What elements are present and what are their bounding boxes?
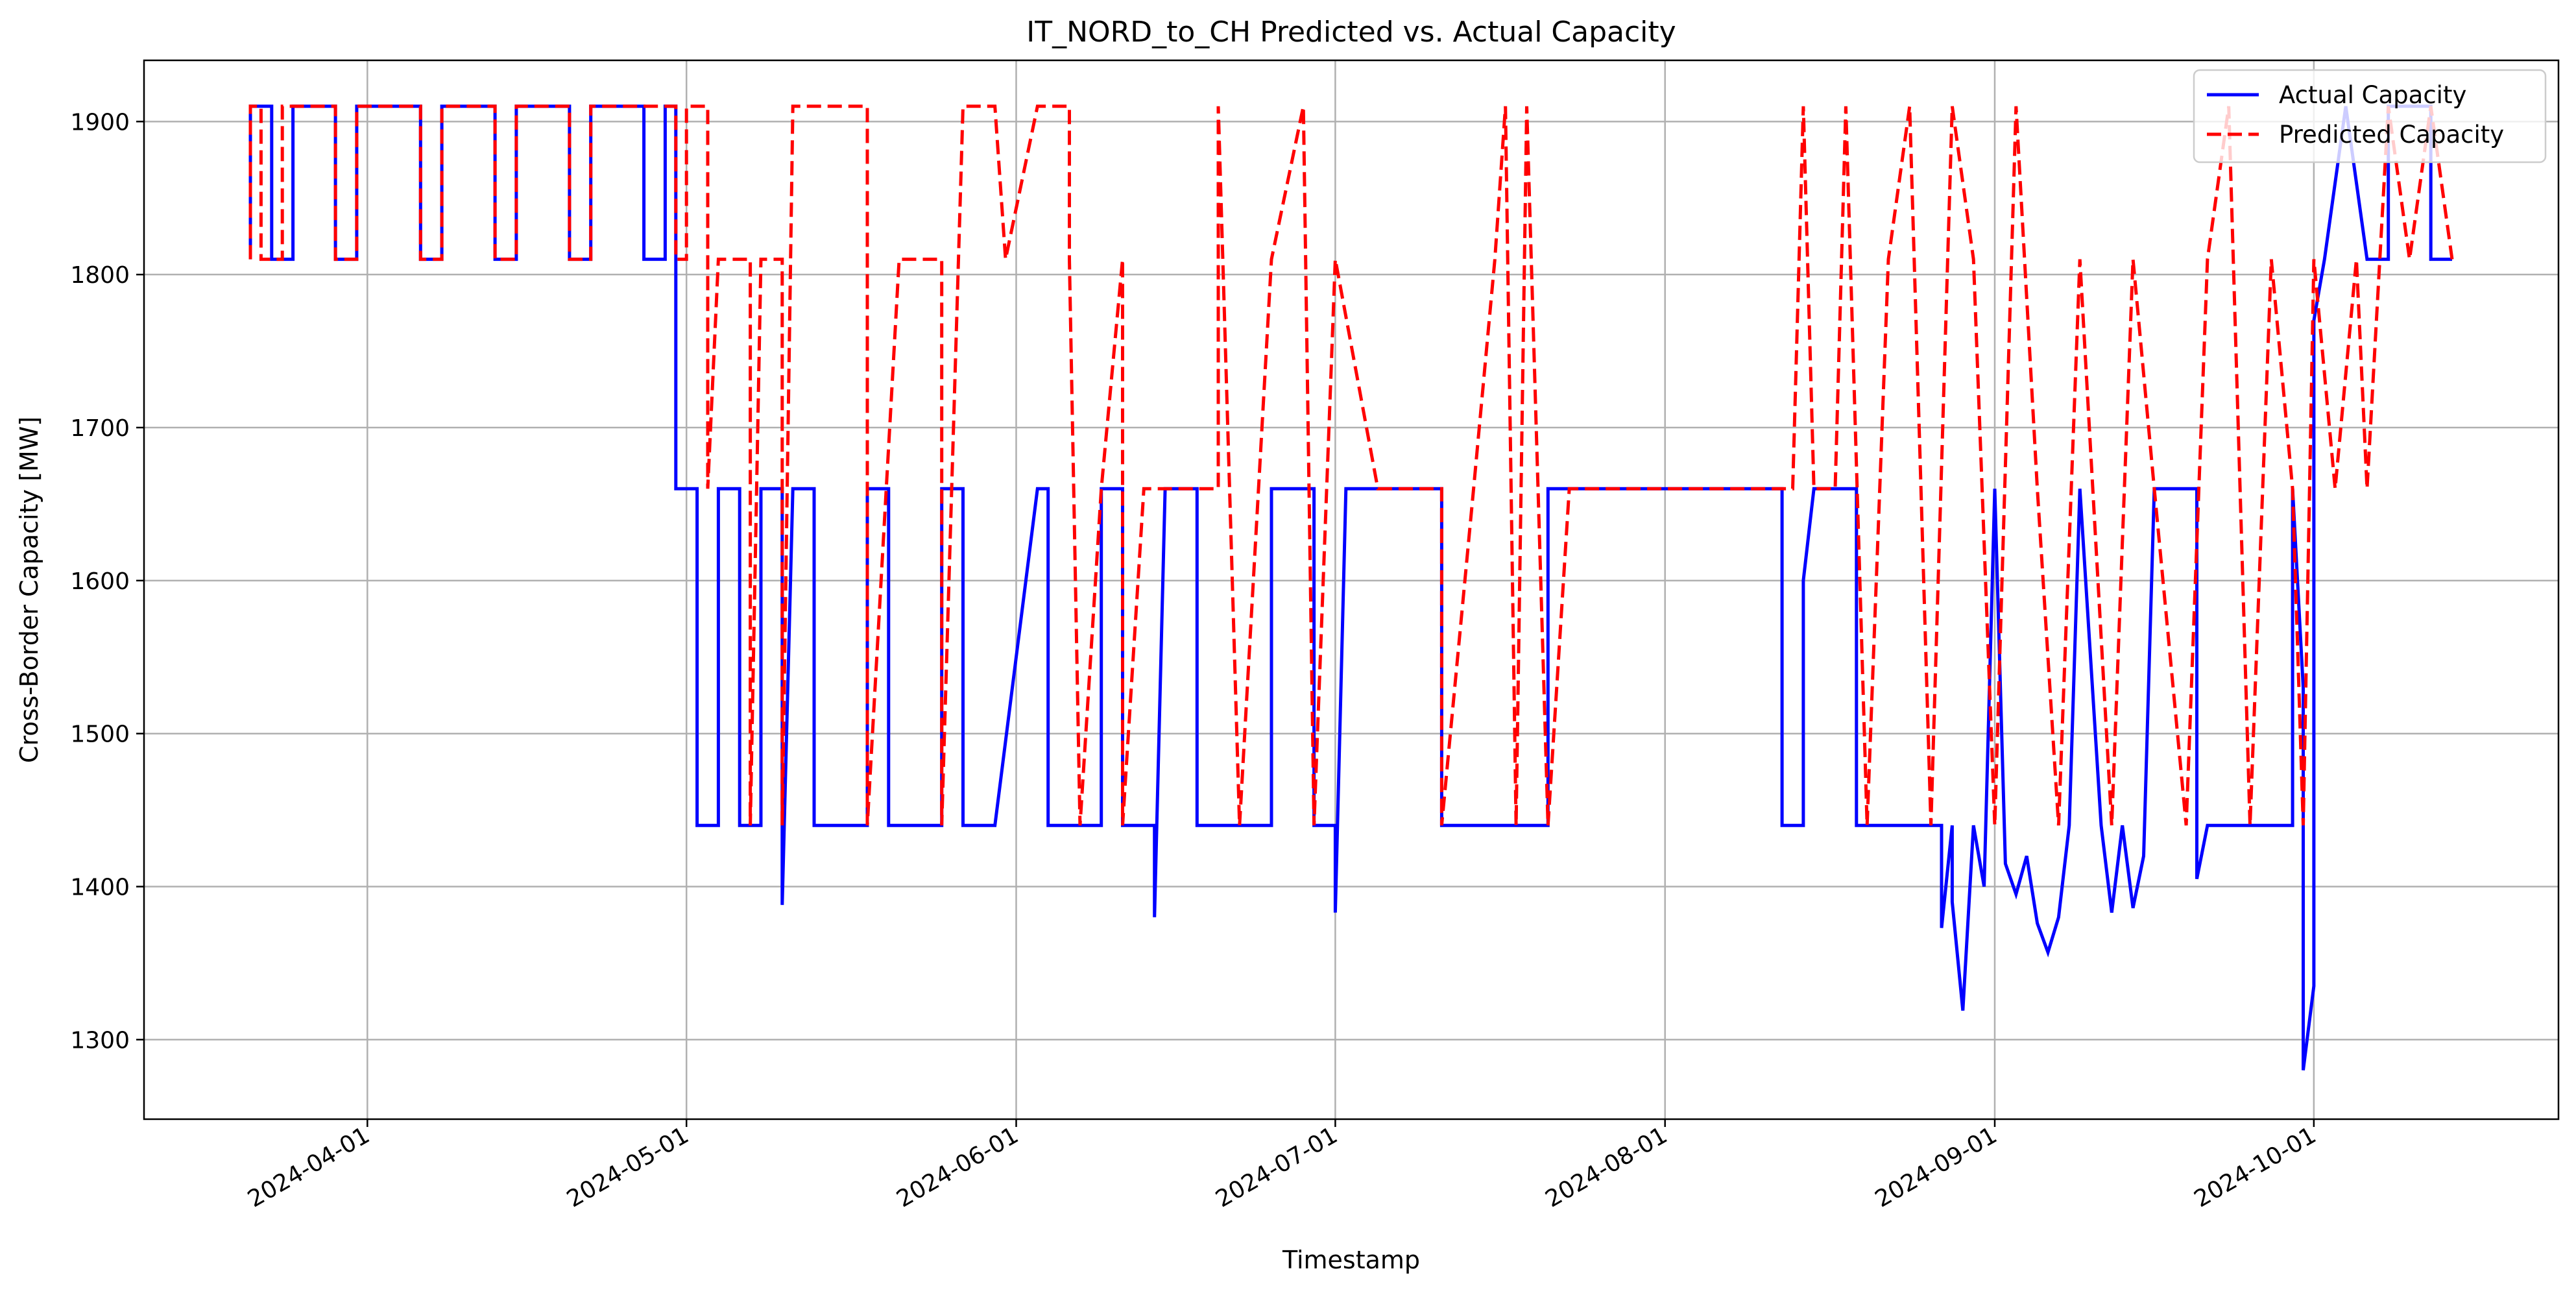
legend: Actual Capacity Predicted Capacity [2193,69,2547,163]
y-tick-label: 1600 [70,568,130,595]
legend-actual-label: Actual Capacity [2279,81,2466,109]
legend-predicted-label: Predicted Capacity [2279,121,2504,149]
series-layer [248,104,2454,1071]
predicted-capacity-line [248,104,2454,826]
plot-frame [143,59,2560,1120]
x-axis-label: Timestamp [1282,1246,1420,1274]
y-tick-label: 1800 [70,262,130,289]
y-tick-label: 1500 [70,721,130,748]
y-tick-label: 1700 [70,415,130,442]
y-tick-label: 1300 [70,1027,130,1054]
y-gridlines [144,121,2558,1041]
y-tick-label: 1900 [70,109,130,136]
legend-box [2193,69,2547,163]
chart-title: IT_NORD_to_CH Predicted vs. Actual Capac… [1026,16,1676,49]
y-axis-ticks: 1300 1400 1500 1600 1700 1800 1900 [70,109,144,1054]
y-axis-label: Cross-Border Capacity [MW] [15,417,43,763]
y-tick-label: 1400 [70,875,130,901]
